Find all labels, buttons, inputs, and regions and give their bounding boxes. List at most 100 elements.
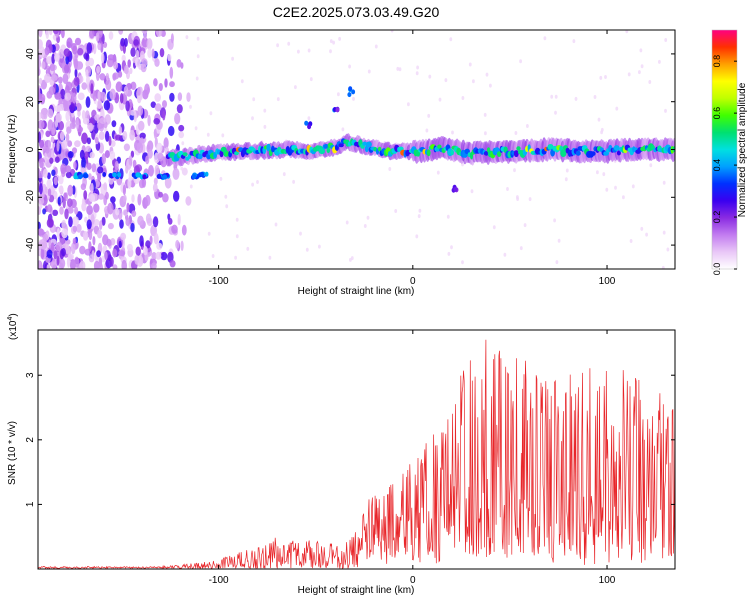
- noise-cell: [374, 44, 378, 49]
- noise-cell: [118, 240, 122, 249]
- noise-cell: [105, 72, 110, 81]
- noise-cell: [528, 197, 532, 202]
- band-cell: [234, 151, 239, 156]
- noise-cell: [54, 156, 60, 163]
- noise-cell: [58, 175, 64, 185]
- noise-cell: [367, 69, 371, 74]
- noise-cell: [59, 258, 66, 269]
- noise-cell: [299, 231, 302, 236]
- noise-cell: [446, 214, 450, 219]
- spur-cell: [347, 92, 352, 98]
- snr-x-label: Height of straight line (km): [298, 585, 415, 596]
- noise-cell: [79, 149, 85, 160]
- noise-cell: [605, 187, 609, 192]
- noise-cell: [162, 193, 169, 203]
- noise-cell: [114, 160, 119, 171]
- noise-cell: [162, 100, 167, 109]
- y-tick-label: 40: [25, 48, 36, 60]
- noise-cell: [74, 256, 80, 268]
- noise-cell: [252, 97, 256, 102]
- noise-cell: [425, 128, 429, 133]
- noise-cell: [69, 122, 76, 130]
- secondary-cell: [156, 174, 162, 179]
- noise-cell: [136, 49, 140, 59]
- noise-cell: [86, 205, 93, 215]
- noise-cell: [154, 93, 161, 102]
- noise-cell: [157, 152, 164, 162]
- spur-cell: [335, 107, 340, 113]
- noise-cell: [596, 170, 599, 175]
- noise-cell: [40, 79, 48, 90]
- noise-cell: [153, 232, 159, 245]
- noise-cell: [449, 37, 453, 42]
- noise-cell: [86, 42, 93, 54]
- noise-cell: [119, 219, 124, 229]
- noise-cell: [97, 171, 102, 182]
- noise-cell: [96, 250, 101, 258]
- noise-cell: [120, 232, 127, 241]
- spur-cell: [453, 186, 458, 192]
- noise-cell: [145, 155, 150, 165]
- x-tick-label: 0: [410, 276, 416, 287]
- noise-cell: [149, 235, 153, 245]
- noise-cell: [92, 91, 97, 102]
- noise-cell: [179, 132, 183, 137]
- noise-cell: [38, 92, 42, 100]
- noise-cell: [53, 176, 58, 186]
- spur-cell: [307, 124, 312, 130]
- svg-text:(x104): (x104): [7, 313, 19, 340]
- noise-cell: [89, 30, 95, 39]
- noise-cell: [143, 245, 148, 256]
- noise-cell: [88, 173, 92, 180]
- colorbar: 0.0 0.2 0.4 0.6 0.8 Normalized spectral ampl…: [711, 29, 748, 275]
- noise-cell: [297, 49, 300, 54]
- noise-cell: [50, 136, 55, 143]
- noise-cell: [115, 208, 120, 216]
- noise-cell: [61, 228, 68, 239]
- noise-cell: [67, 198, 73, 208]
- chart-title: C2E2.2025.073.03.49.G20: [273, 4, 440, 20]
- noise-cell: [438, 97, 442, 102]
- x-tick-label: -100: [209, 575, 229, 586]
- noise-cell: [625, 30, 629, 34]
- noise-cell: [145, 213, 152, 224]
- noise-cell: [61, 248, 66, 257]
- noise-cell: [235, 234, 239, 239]
- band-cell: [219, 150, 224, 158]
- noise-cell: [85, 69, 89, 78]
- noise-cell: [93, 203, 100, 213]
- y-tick-label: 3: [25, 372, 36, 378]
- noise-cell: [140, 63, 147, 73]
- noise-cell: [251, 116, 254, 121]
- noise-cell: [206, 132, 210, 137]
- noise-cell: [211, 254, 215, 258]
- noise-cell: [90, 182, 94, 194]
- noise-cell: [602, 172, 606, 177]
- spur-cell: [348, 86, 353, 92]
- noise-cell: [66, 126, 72, 134]
- noise-cell: [94, 137, 99, 144]
- y-tick-label: -40: [25, 237, 36, 252]
- noise-cell: [122, 194, 127, 203]
- spectrogram-cells: [38, 30, 675, 269]
- noise-cell: [61, 139, 68, 150]
- noise-cell: [97, 262, 103, 269]
- noise-cell: [131, 194, 135, 203]
- noise-cell: [341, 127, 345, 132]
- noise-cell: [550, 94, 554, 99]
- noise-cell: [263, 108, 267, 113]
- noise-cell: [195, 76, 199, 81]
- noise-cell: [75, 117, 80, 130]
- noise-cell: [91, 163, 97, 173]
- noise-cell: [180, 166, 184, 171]
- noise-cell: [72, 225, 78, 233]
- noise-cell: [110, 140, 116, 148]
- noise-cell: [109, 150, 116, 161]
- noise-cell: [207, 231, 211, 236]
- spectrogram-panel: -40 -20 0 20 40 -100 0 100 Height of straight …: [7, 29, 676, 297]
- noise-cell: [44, 147, 50, 154]
- noise-cell: [170, 33, 174, 44]
- band-cell: [377, 146, 382, 152]
- noise-cell: [75, 102, 82, 112]
